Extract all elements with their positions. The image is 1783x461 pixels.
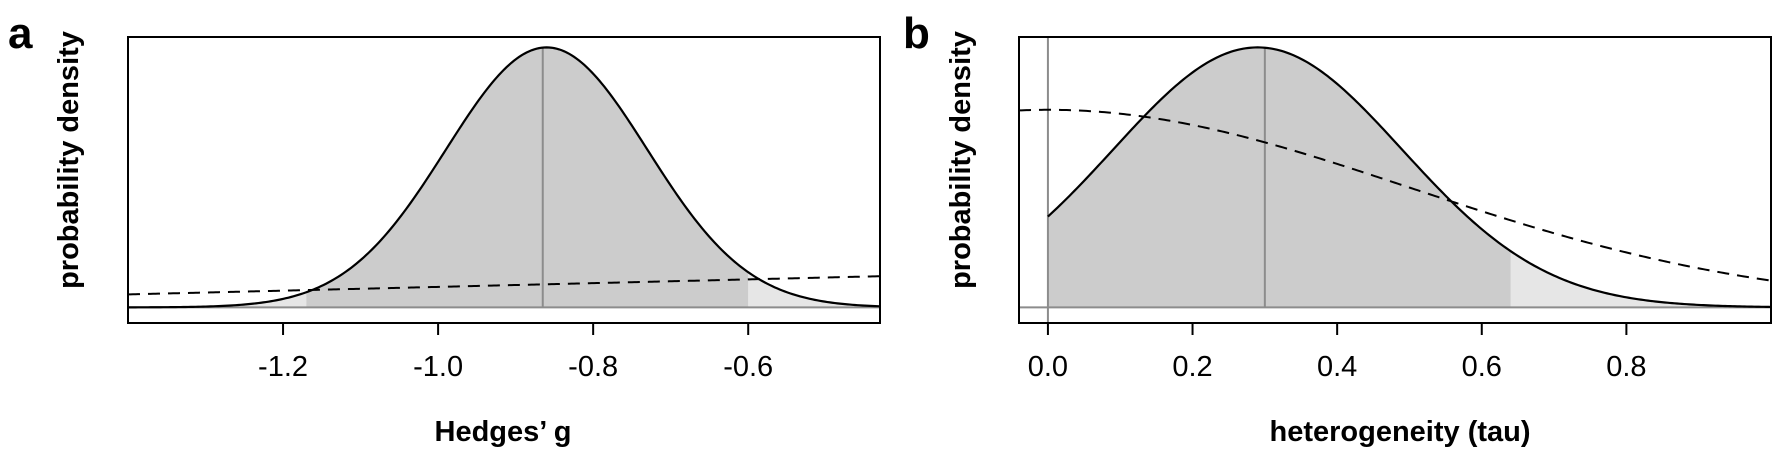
panel-b-posterior-curve: [1047, 46, 1771, 309]
panel-a-right-tail-area: [748, 272, 880, 308]
panel-a-plot-frame: [127, 36, 881, 324]
panel-a-credible-interval-area: [306, 47, 749, 308]
panel-a-posterior-curve: [128, 46, 880, 309]
panel-b-x-tick-label: 0.8: [1606, 351, 1646, 383]
panel-a-x-axis-label: Hedges’ g: [435, 416, 572, 448]
panel-b-x-axis-label: heterogeneity (tau): [1269, 416, 1530, 448]
panel-a-x-tick-label: -1.2: [258, 351, 308, 383]
panel-a-y-axis-label: probability density: [53, 31, 85, 289]
panel-b-plot-frame: [1018, 36, 1772, 324]
panel-a-x-tick-label: -0.8: [568, 351, 618, 383]
panel-b-x-tick-label: 0.4: [1317, 351, 1357, 383]
panel-b-y-axis-label: probability density: [945, 31, 977, 289]
panel-b-right-tail-area: [1510, 251, 1771, 308]
panel-a-label: a: [8, 9, 33, 58]
panel-a-prior-curve: [128, 275, 880, 296]
panel-b-plot-area: 0.0 0.2 0.4 0.6 0.8: [1018, 36, 1772, 383]
panel-b-credible-interval-area: [1047, 47, 1511, 308]
panel-b-clipped-layer: [1019, 37, 1771, 323]
panel-b-x-tick-label: 0.0: [1028, 351, 1068, 383]
panel-a-clipped-layer: [128, 46, 880, 309]
panel-b-label: b: [903, 9, 930, 58]
panel-b-chart: b probability density heterogeneity (tau…: [903, 9, 1772, 448]
panel-a-chart: a probability density Hedges’ g -1.2 -1.0…: [8, 9, 881, 448]
panel-a-x-tick-label: -0.6: [723, 351, 773, 383]
panel-a-x-tick-label: -1.0: [413, 351, 463, 383]
panel-a-plot-area: -1.2 -1.0 -0.8 -0.6: [127, 36, 881, 383]
panel-b-x-tick-label: 0.2: [1172, 351, 1212, 383]
panel-b-x-tick-label: 0.6: [1462, 351, 1502, 383]
